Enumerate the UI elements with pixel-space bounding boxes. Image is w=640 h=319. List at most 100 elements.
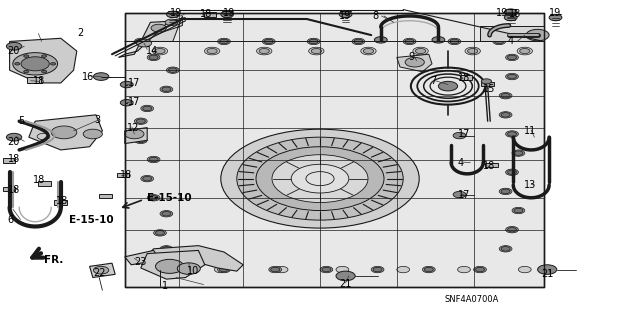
Text: 18: 18 [483,161,495,171]
Circle shape [465,47,481,55]
Circle shape [147,156,160,163]
Circle shape [162,211,171,216]
Text: 18: 18 [56,196,68,206]
Circle shape [506,226,518,233]
Circle shape [495,39,504,44]
Circle shape [162,247,171,251]
Text: 6: 6 [8,215,14,225]
Circle shape [275,266,288,273]
Circle shape [432,37,445,43]
Text: 17: 17 [128,78,140,88]
Circle shape [468,48,478,54]
Circle shape [120,100,133,106]
Circle shape [453,132,466,139]
Circle shape [83,129,102,139]
Circle shape [501,113,510,117]
Circle shape [504,9,517,15]
Text: E-15-10: E-15-10 [69,215,114,225]
Circle shape [549,14,562,21]
Text: 2: 2 [77,28,83,39]
Bar [117,173,129,177]
Circle shape [405,57,424,67]
Text: 22: 22 [93,268,106,278]
Circle shape [214,266,227,273]
Circle shape [136,138,145,143]
Circle shape [162,87,171,92]
Circle shape [160,211,173,217]
Circle shape [308,47,324,55]
Circle shape [51,126,77,139]
Circle shape [21,57,49,71]
Polygon shape [397,54,432,72]
Circle shape [166,11,179,18]
Circle shape [24,55,29,57]
Circle shape [506,169,518,175]
Circle shape [336,271,355,281]
Circle shape [147,195,160,201]
Text: 17: 17 [458,129,470,139]
Circle shape [143,106,152,111]
Circle shape [397,266,410,273]
Circle shape [220,39,228,44]
Circle shape [218,266,230,273]
Circle shape [361,47,376,55]
Circle shape [262,38,275,45]
Circle shape [501,247,510,251]
Circle shape [373,267,382,272]
Circle shape [424,267,433,272]
Circle shape [218,38,230,45]
Polygon shape [141,250,205,279]
Bar [3,187,15,191]
Circle shape [504,14,517,21]
Circle shape [501,93,510,98]
Circle shape [136,39,152,47]
Text: 20: 20 [8,46,20,56]
Circle shape [156,259,184,273]
Text: FR.: FR. [44,255,63,265]
Circle shape [514,151,523,155]
Circle shape [506,73,518,80]
Circle shape [134,137,147,144]
Text: E-15-10: E-15-10 [147,193,192,203]
Circle shape [374,37,387,43]
Text: 4: 4 [458,158,464,168]
Text: 15: 15 [483,84,495,94]
Circle shape [221,129,419,228]
Circle shape [339,11,352,18]
Polygon shape [118,18,186,57]
Circle shape [499,246,512,252]
Circle shape [291,164,349,193]
Circle shape [149,55,158,60]
Circle shape [204,47,220,55]
Text: SNF4A0700A: SNF4A0700A [445,295,499,304]
Circle shape [309,39,318,44]
Circle shape [322,267,331,272]
Bar [460,75,472,80]
Circle shape [120,81,133,88]
Circle shape [501,189,510,194]
Circle shape [269,266,282,273]
Text: 5: 5 [18,116,24,126]
Circle shape [160,246,173,252]
Circle shape [134,118,147,124]
Text: 18: 18 [8,154,20,165]
Text: 20: 20 [8,137,20,147]
Text: 4: 4 [508,36,514,47]
Circle shape [403,38,416,45]
Circle shape [413,47,428,55]
Circle shape [371,266,384,273]
Circle shape [149,196,158,200]
Text: 18: 18 [33,76,45,86]
Circle shape [141,105,154,112]
Circle shape [320,266,333,273]
Circle shape [24,70,29,73]
Text: 18: 18 [509,9,521,19]
Bar [54,200,67,205]
Text: 7: 7 [430,76,436,86]
Circle shape [42,70,47,73]
Bar [481,82,494,86]
Circle shape [311,48,321,54]
Text: 21: 21 [541,269,553,279]
Circle shape [499,112,512,118]
Circle shape [256,147,384,211]
